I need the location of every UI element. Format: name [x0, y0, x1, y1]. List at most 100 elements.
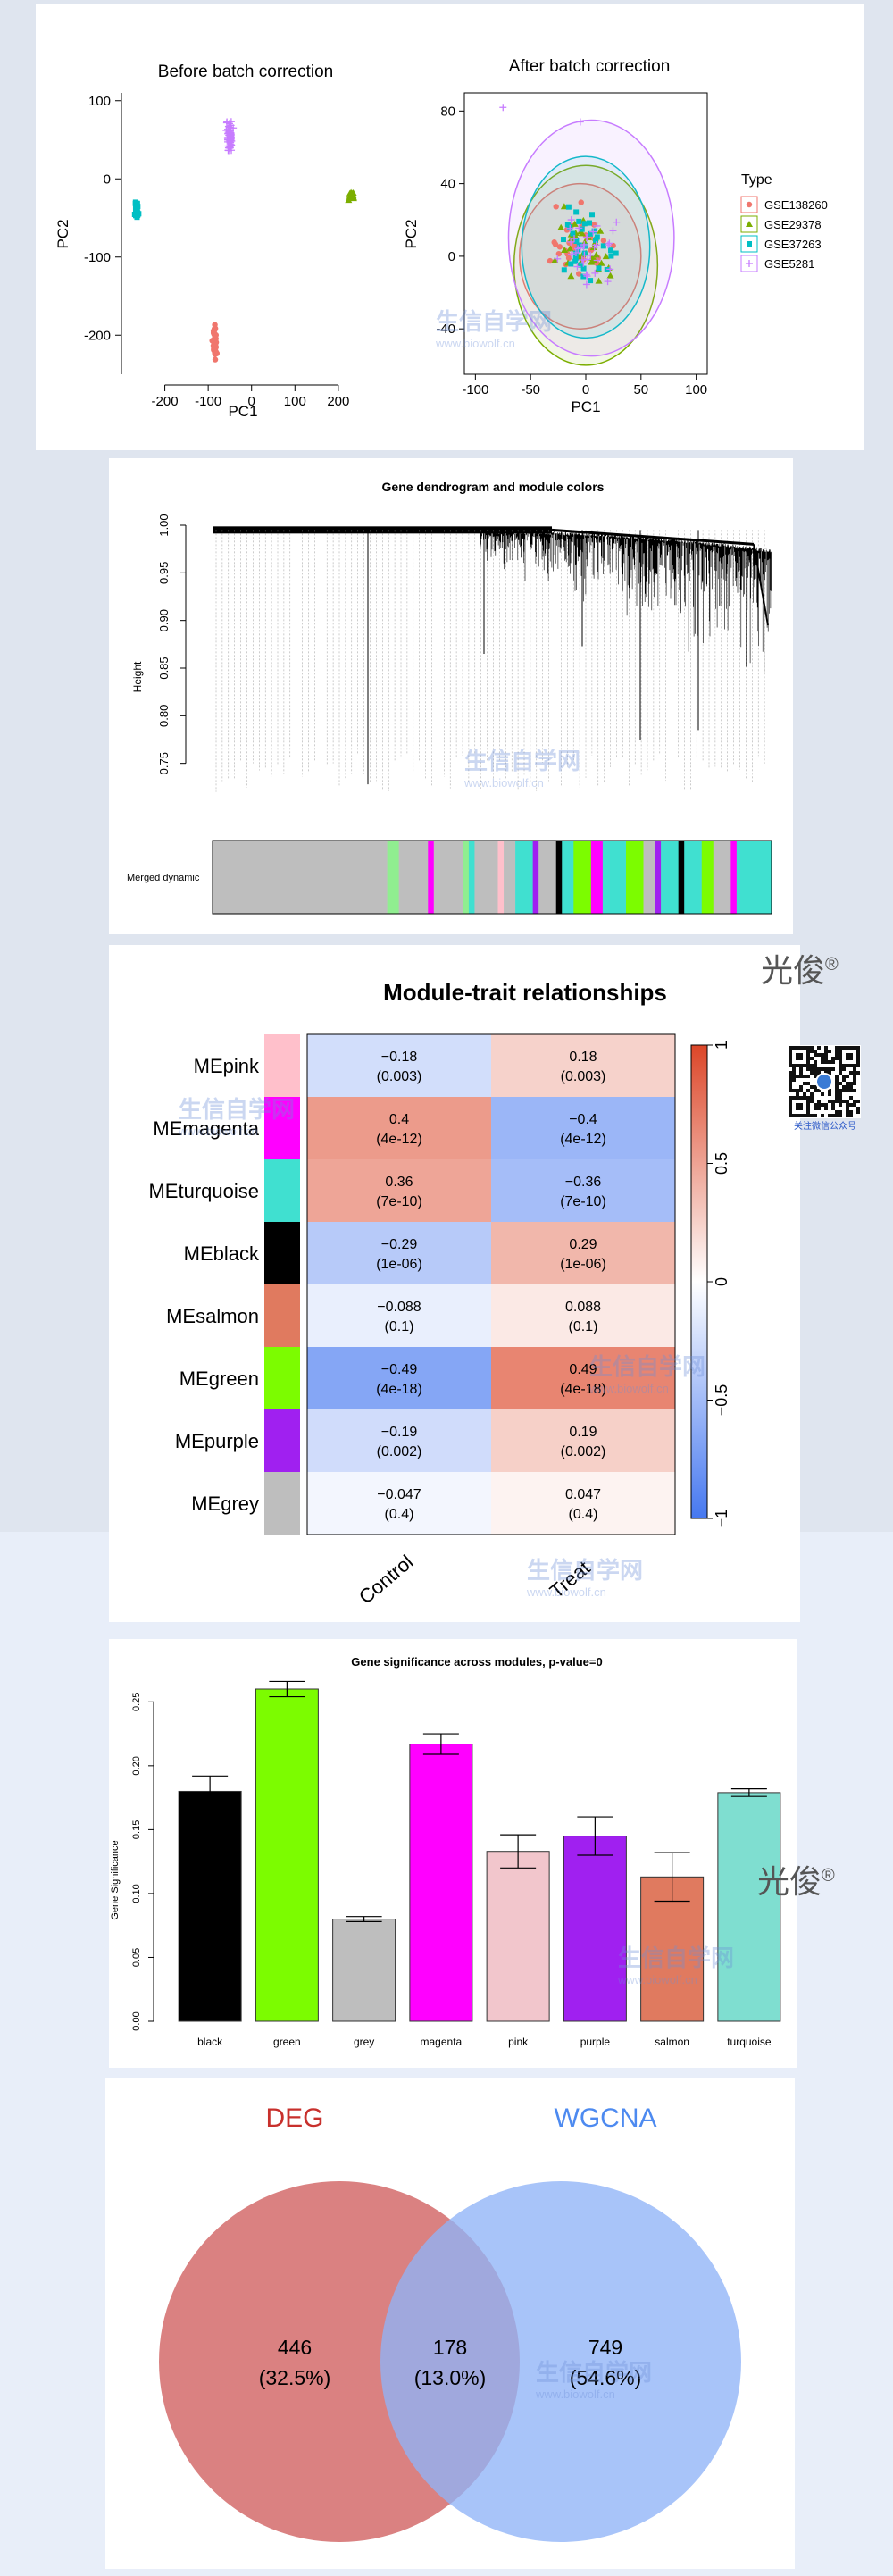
pca-after-point [582, 271, 590, 279]
heatmap-cell-pvalue: (0.4) [569, 1507, 598, 1522]
qr-module [856, 1071, 860, 1075]
venn-set-label: DEG [265, 2103, 323, 2133]
qr-module [803, 1075, 806, 1078]
pca-legend-symbol [746, 201, 753, 208]
qr-module [839, 1100, 842, 1103]
dendrogram-ytick-label: 0.90 [157, 609, 171, 631]
site-watermark-1: 生信自学网 www.biowolf.cn [436, 308, 553, 350]
pca-after-point [591, 269, 599, 277]
heatmap-module-swatch [264, 1284, 300, 1347]
pca-after-point [596, 265, 602, 272]
venn-panel: DEG WGCNA 446 (32.5%) 178 (13.0%) 749 (54.6%) [105, 2078, 795, 2569]
pca-after-point [593, 237, 599, 243]
bar-error [422, 1733, 459, 1755]
qr-module [814, 1050, 817, 1053]
heatmap-cell [307, 1222, 491, 1284]
colorbar-tick-label: 0 [713, 1277, 730, 1286]
pca-after-xtick-label: 50 [633, 382, 648, 397]
pca-after-point [580, 265, 587, 272]
pca-after-point [552, 241, 559, 247]
heatmap-cell-value: 0.29 [569, 1237, 597, 1252]
heatmap-cell-pvalue: (1e-06) [560, 1257, 606, 1272]
site-watermark-2: 生信自学网 www.biowolf.cn [464, 748, 581, 790]
pca-after-point [597, 227, 605, 234]
module-bar-segment [661, 841, 679, 914]
qr-module [853, 1082, 856, 1085]
dendrogram-top-merge [213, 526, 552, 534]
heatmap-cell-value: −0.088 [377, 1300, 421, 1315]
pca-after-point [582, 243, 588, 249]
qr-module [792, 1067, 796, 1071]
module-bar-segment [562, 841, 574, 914]
qr-module [839, 1114, 842, 1117]
heatmap-cell-value: 0.4 [389, 1112, 409, 1127]
barchart-ytick-label: 0.20 [131, 1756, 142, 1775]
colorbar-tick-label: −0.5 [713, 1384, 730, 1417]
pca-before-point [226, 126, 234, 134]
qr-module [824, 1067, 828, 1071]
qr-module [846, 1075, 849, 1078]
module-bar-segment [655, 841, 662, 914]
qr-module [849, 1103, 853, 1107]
heatmap-cell-pvalue: (0.1) [385, 1319, 414, 1334]
qr-module [846, 1085, 849, 1089]
pca-before-ytick-label: 0 [104, 171, 111, 187]
heatmap-cell [307, 1097, 491, 1159]
qr-module [796, 1092, 799, 1096]
barchart-title: Gene significance across modules, p-valu… [351, 1655, 602, 1669]
pca-after-point [568, 261, 574, 267]
pca-after-point [576, 118, 584, 126]
venn-region-percent: (32.5%) [259, 2366, 331, 2389]
pca-after-point [580, 240, 588, 248]
heatmap-cell [307, 1472, 491, 1535]
qr-module [849, 1082, 853, 1085]
qr-module [810, 1092, 814, 1096]
qr-module [810, 1114, 814, 1117]
pca-after-point [560, 237, 566, 243]
pca-before-xlabel: PC1 [228, 403, 257, 420]
pca-after-point [580, 238, 588, 246]
module-bar-label: Merged dynamic [127, 873, 200, 883]
heatmap-row-label: MEturquoise [148, 1180, 259, 1202]
qr-module [821, 1092, 824, 1096]
qr-module [817, 1053, 821, 1057]
pca-after-point [580, 259, 588, 267]
pca-before-ytick-label: -100 [84, 250, 111, 265]
bar-error [577, 1816, 613, 1856]
qr-module [835, 1089, 839, 1092]
qr-module [821, 1067, 824, 1071]
qr-module [828, 1100, 831, 1103]
venn-set-circle [380, 2181, 741, 2542]
pca-after-point [589, 228, 597, 236]
pca-after-xtick-label: -50 [521, 382, 540, 397]
qr-module [839, 1071, 842, 1075]
qr-module [792, 1078, 796, 1082]
heatmap-cell-value: 0.047 [565, 1487, 601, 1502]
module-bar-segment [643, 841, 655, 914]
heatmap-row-label: MEblack [184, 1242, 260, 1265]
qr-module [839, 1089, 842, 1092]
pca-after-point [565, 255, 572, 262]
qr-module [839, 1110, 842, 1114]
bar [178, 1790, 242, 2022]
pca-after-point [602, 253, 610, 260]
pca-after-point [575, 224, 583, 232]
pca-after-point [583, 234, 591, 242]
pca-after-point [580, 251, 588, 259]
module-bar-segment [602, 841, 627, 914]
pca-after-point [561, 247, 569, 254]
bar [332, 1919, 396, 2022]
pca-after-point [588, 258, 596, 265]
qr-caption: 关注微信公众号 [794, 1122, 856, 1132]
qr-module [853, 1071, 856, 1075]
heatmap-row-label: MEgreen [179, 1367, 259, 1390]
pca-before-point [212, 325, 219, 332]
pca-after-point [573, 209, 580, 215]
qr-module [831, 1067, 835, 1071]
qr-module [817, 1071, 821, 1075]
qr-module [846, 1103, 849, 1107]
bar [717, 1792, 781, 2022]
bar-category-label: purple [580, 2036, 611, 2048]
dendrogram-ytick-label: 0.75 [157, 752, 171, 774]
pca-after-point [553, 204, 559, 210]
